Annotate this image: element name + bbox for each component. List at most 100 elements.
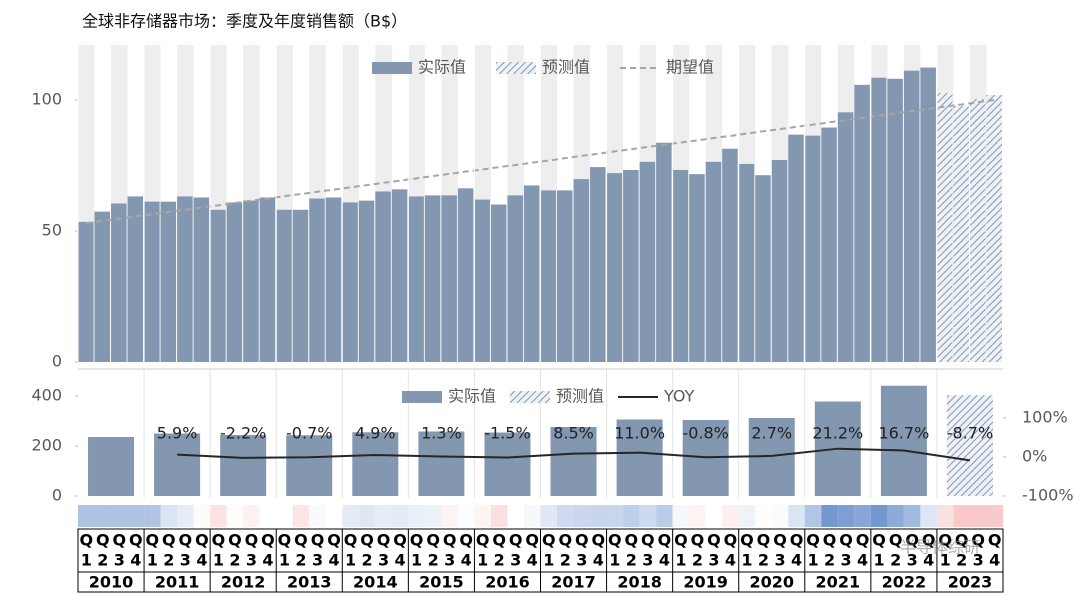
heat-cell: [854, 505, 871, 527]
heat-cell: [424, 505, 442, 527]
value-label: 4.9%: [355, 424, 396, 443]
value-label: -8.7%: [947, 424, 993, 443]
bar: [286, 435, 333, 496]
y-tick-label: 200: [31, 436, 62, 455]
quarter-letter: Q: [509, 531, 523, 550]
quarter-letter: Q: [393, 531, 407, 550]
quarter-letter: Q: [641, 531, 655, 550]
quarter-number: 3: [180, 551, 191, 570]
quarter-number: 2: [97, 551, 108, 570]
quarter-number: 1: [81, 551, 92, 570]
year-label: 2010: [89, 573, 134, 592]
heat-cell: [986, 505, 1003, 527]
legend-label: 预测值: [542, 58, 590, 77]
quarter-letter: Q: [592, 531, 606, 550]
value-label: 5.9%: [157, 424, 198, 443]
heat-cell: [705, 505, 723, 527]
quarter-letter: Q: [146, 531, 160, 550]
bar: [391, 189, 408, 362]
legend-label: 实际值: [448, 387, 496, 406]
bar: [722, 148, 738, 362]
y2-tick-label: 0%: [1022, 446, 1047, 465]
bar: [292, 209, 309, 362]
quarter-number: 4: [262, 551, 273, 570]
quarter-number: 1: [477, 551, 488, 570]
year-label: 2022: [882, 573, 927, 592]
quarter-letter: Q: [971, 531, 985, 550]
heat-cell: [606, 505, 624, 527]
quarter-letter: Q: [129, 531, 143, 550]
quarter-letter: Q: [459, 531, 473, 550]
heat-cell: [276, 505, 293, 527]
quarter-number: 4: [923, 551, 934, 570]
quarter-letter: Q: [922, 531, 936, 550]
bar: [276, 209, 292, 362]
year-label: 2021: [816, 573, 861, 592]
quarter-letter: Q: [327, 531, 341, 550]
bar: [441, 195, 457, 362]
heat-cell: [920, 505, 937, 527]
bar: [705, 161, 722, 362]
bar: [94, 211, 111, 362]
quarter-number: 2: [229, 551, 240, 570]
quarter-letter: Q: [344, 531, 358, 550]
heat-cell: [210, 505, 227, 527]
quarter-letter: Q: [228, 531, 242, 550]
value-label: 21.2%: [812, 424, 863, 443]
bar: [623, 169, 639, 362]
bar: [771, 160, 788, 362]
quarter-number: 3: [973, 551, 984, 570]
value-label: -0.7%: [286, 424, 332, 443]
bar: [474, 199, 490, 362]
year-label: 2014: [353, 573, 398, 592]
y-tick-label: 0: [52, 352, 62, 371]
bar: [880, 385, 927, 496]
heat-cell: [837, 505, 855, 527]
heat-cell: [457, 505, 475, 527]
heat-cell: [523, 505, 541, 527]
quarter-letter: Q: [377, 531, 391, 550]
bar: [550, 427, 597, 496]
quarter-letter: Q: [294, 531, 308, 550]
bar: [88, 437, 135, 496]
quarter-number: 3: [444, 551, 455, 570]
quarter-number: 1: [807, 551, 818, 570]
quarter-number: 3: [642, 551, 653, 570]
legend-label: 实际值: [418, 58, 466, 77]
quarter-letter: Q: [492, 531, 506, 550]
quarter-letter: Q: [410, 531, 424, 550]
quarter-letter: Q: [740, 531, 754, 550]
bar: [573, 179, 590, 362]
quarter-letter: Q: [162, 531, 176, 550]
quarter-number: 4: [130, 551, 141, 570]
quarter-letter: Q: [938, 531, 952, 550]
quarter-number: 4: [659, 551, 670, 570]
bar: [821, 127, 837, 362]
bar: [193, 197, 210, 362]
quarter-number: 3: [708, 551, 719, 570]
bar: [408, 196, 424, 362]
heat-cell: [887, 505, 904, 527]
bar: [111, 203, 127, 362]
bar: [177, 196, 193, 362]
quarter-letter: Q: [806, 531, 820, 550]
quarter-letter: Q: [839, 531, 853, 550]
heat-cell: [78, 505, 95, 527]
quarter-number: 2: [626, 551, 637, 570]
bar: [226, 202, 243, 362]
bar: [457, 188, 474, 362]
heat-cell: [788, 505, 805, 527]
heat-cell: [111, 505, 128, 527]
y-tick-label: 0: [52, 486, 62, 505]
quarter-number: 4: [989, 551, 1000, 570]
quarter-number: 4: [791, 551, 802, 570]
year-label: 2020: [749, 573, 794, 592]
quarter-number: 3: [312, 551, 323, 570]
quarter-number: 3: [841, 551, 852, 570]
bar: [920, 67, 936, 362]
quarter-letter: Q: [625, 531, 639, 550]
quarter-number: 1: [874, 551, 885, 570]
heat-cell: [821, 505, 838, 527]
bar: [639, 161, 656, 362]
legend-swatch: [496, 62, 536, 74]
